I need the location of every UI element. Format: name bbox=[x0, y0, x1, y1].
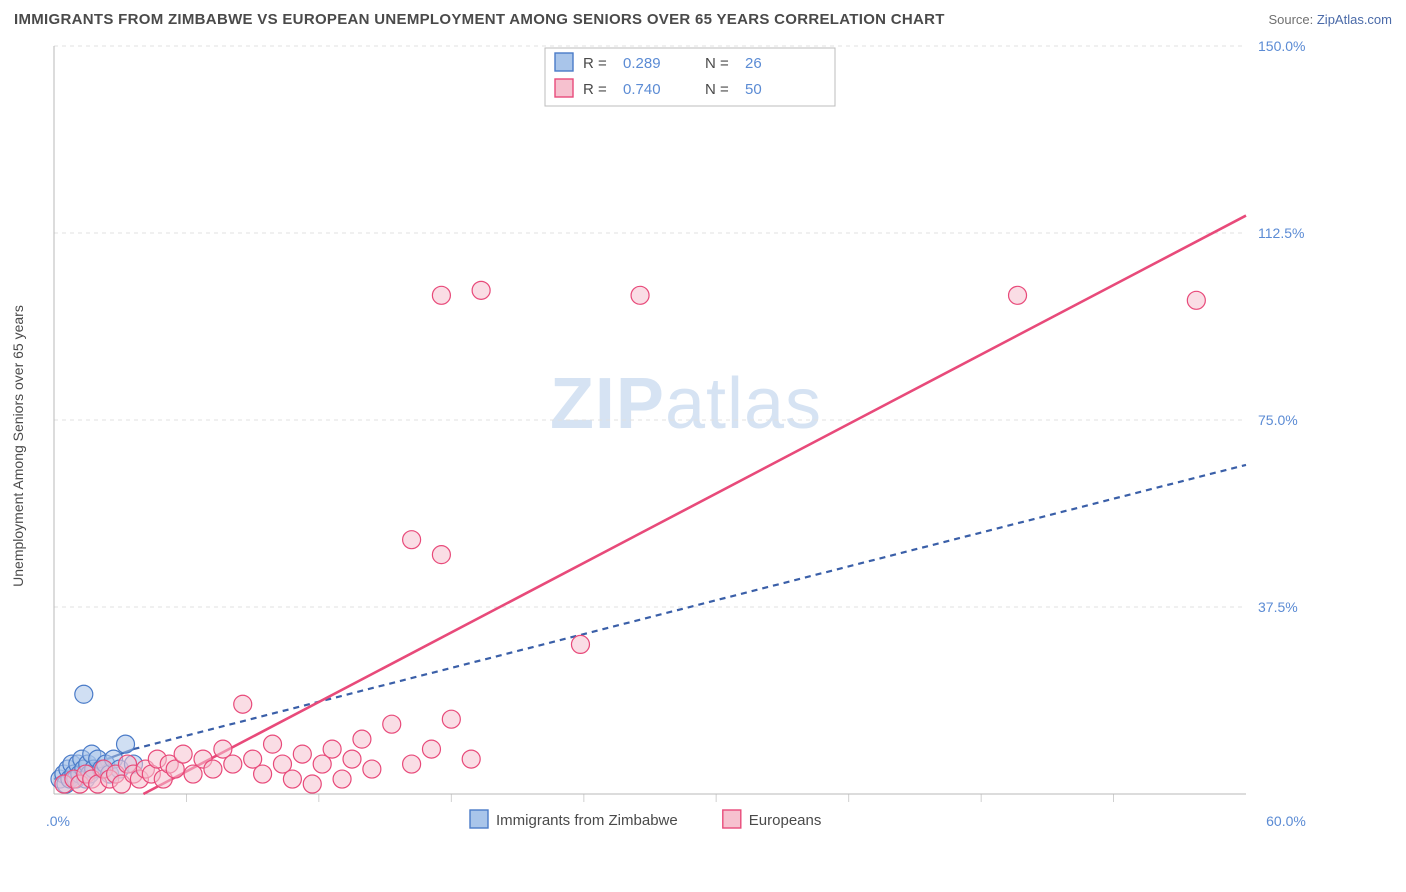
data-point bbox=[571, 635, 589, 653]
data-point bbox=[1009, 286, 1027, 304]
watermark-text: ZIPatlas bbox=[550, 364, 822, 444]
data-point bbox=[1187, 291, 1205, 309]
source-attribution: Source: ZipAtlas.com bbox=[1268, 12, 1392, 27]
data-point bbox=[343, 750, 361, 768]
y-tick-label: 150.0% bbox=[1258, 38, 1305, 54]
legend-label: Europeans bbox=[749, 812, 822, 829]
source-prefix: Source: bbox=[1268, 12, 1316, 27]
data-point bbox=[353, 730, 371, 748]
legend-text: 0.289 bbox=[623, 55, 661, 72]
data-point bbox=[432, 286, 450, 304]
legend-swatch bbox=[723, 810, 741, 828]
scatter-plot: ZIPatlas 37.5% 75.0% 112.5% 150.0% 0.0% 60.0… bbox=[46, 38, 1326, 838]
data-point bbox=[422, 740, 440, 758]
data-point bbox=[432, 546, 450, 564]
y-tick-label: 75.0% bbox=[1258, 412, 1298, 428]
legend-text: 26 bbox=[745, 55, 762, 72]
y-tick-label: 37.5% bbox=[1258, 599, 1298, 615]
data-point bbox=[442, 710, 460, 728]
data-points bbox=[51, 281, 1205, 793]
data-point bbox=[303, 775, 321, 793]
chart-title: IMMIGRANTS FROM ZIMBABWE VS EUROPEAN UNE… bbox=[14, 11, 945, 28]
correlation-legend: R = 0.289 N = 26 R = 0.740 N = 50 bbox=[545, 48, 835, 106]
data-point bbox=[224, 755, 242, 773]
legend-swatch bbox=[470, 810, 488, 828]
legend-swatch bbox=[555, 53, 573, 71]
data-point bbox=[363, 760, 381, 778]
data-point bbox=[472, 281, 490, 299]
data-point bbox=[264, 735, 282, 753]
legend-text: 50 bbox=[745, 81, 762, 98]
data-point bbox=[204, 760, 222, 778]
data-point bbox=[403, 531, 421, 549]
y-tick-labels: 37.5% 75.0% 112.5% 150.0% bbox=[1258, 38, 1305, 615]
data-point bbox=[293, 745, 311, 763]
data-point bbox=[333, 770, 351, 788]
x-tick-label: 0.0% bbox=[46, 813, 70, 829]
legend-swatch bbox=[555, 79, 573, 97]
legend-text: N = bbox=[705, 55, 729, 72]
legend-label: Immigrants from Zimbabwe bbox=[496, 812, 678, 829]
data-point bbox=[174, 745, 192, 763]
data-point bbox=[117, 735, 135, 753]
data-point bbox=[403, 755, 421, 773]
data-point bbox=[75, 685, 93, 703]
series-legend: Immigrants from Zimbabwe Europeans bbox=[470, 810, 821, 829]
trend-line bbox=[143, 216, 1246, 794]
legend-text: 0.740 bbox=[623, 81, 661, 98]
data-point bbox=[234, 695, 252, 713]
legend-text: R = bbox=[583, 81, 607, 98]
data-point bbox=[254, 765, 272, 783]
y-tick-label: 112.5% bbox=[1258, 225, 1304, 241]
title-bar: IMMIGRANTS FROM ZIMBABWE VS EUROPEAN UNE… bbox=[0, 0, 1406, 32]
legend-text: R = bbox=[583, 55, 607, 72]
data-point bbox=[323, 740, 341, 758]
y-axis-label: Unemployment Among Seniors over 65 years bbox=[10, 246, 26, 646]
data-point bbox=[462, 750, 480, 768]
data-point bbox=[383, 715, 401, 733]
data-point bbox=[631, 286, 649, 304]
x-tick-label: 60.0% bbox=[1266, 813, 1306, 829]
data-point bbox=[283, 770, 301, 788]
source-link[interactable]: ZipAtlas.com bbox=[1317, 12, 1392, 27]
legend-text: N = bbox=[705, 81, 729, 98]
regression-lines bbox=[54, 216, 1246, 794]
